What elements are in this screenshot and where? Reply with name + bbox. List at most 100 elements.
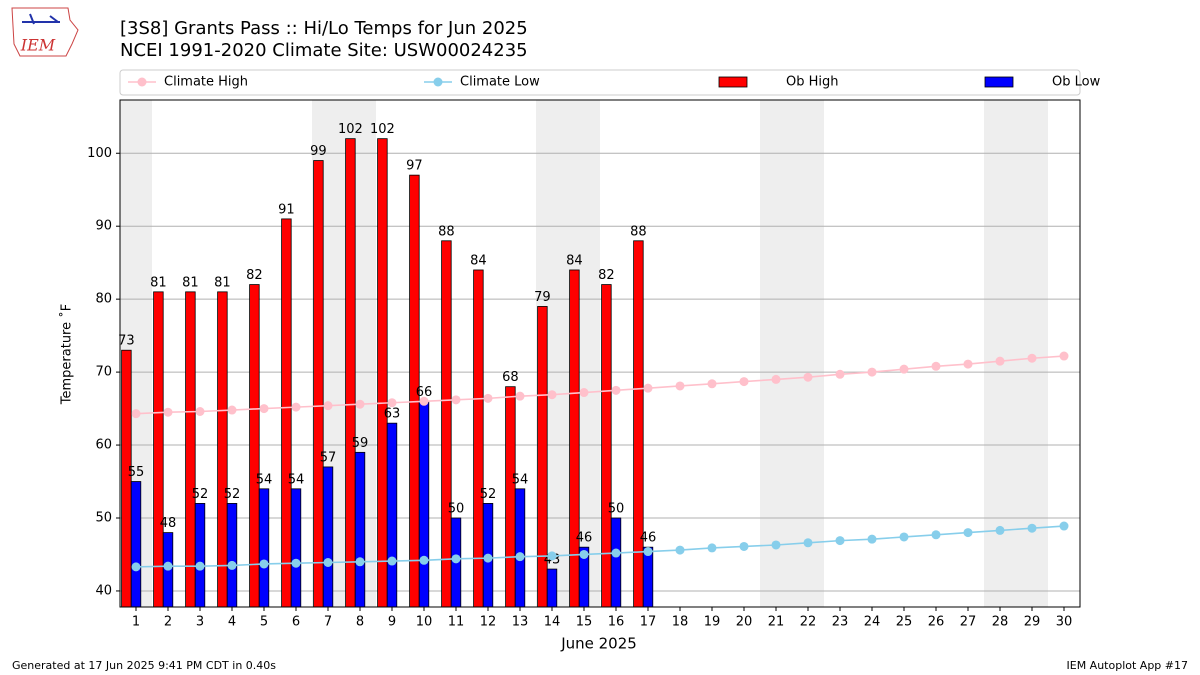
- marker: [995, 356, 1005, 366]
- marker: [131, 562, 141, 572]
- x-tick-label: 13: [512, 615, 529, 630]
- x-tick-label: 17: [640, 615, 657, 630]
- value-label: 50: [448, 502, 465, 517]
- bar: [642, 546, 654, 608]
- marker: [803, 538, 813, 548]
- marker: [899, 532, 909, 542]
- marker: [995, 525, 1005, 535]
- marker: [963, 528, 973, 538]
- legend-label: Ob Low: [1052, 75, 1101, 90]
- marker: [547, 390, 557, 400]
- x-tick-label: 22: [800, 615, 817, 630]
- x-tick-label: 5: [260, 615, 268, 630]
- marker: [739, 377, 749, 387]
- plot-frame: [119, 99, 1081, 608]
- line: [135, 525, 1065, 568]
- marker: [931, 361, 941, 371]
- legend-swatch: [137, 77, 147, 87]
- value-label: 52: [480, 487, 497, 502]
- marker: [579, 388, 589, 398]
- bar: [514, 488, 526, 608]
- x-tick-label: 8: [356, 615, 364, 630]
- x-tick-label: 19: [704, 615, 721, 630]
- marker: [163, 407, 173, 417]
- y-tick-label: 80: [95, 292, 112, 307]
- value-label: 81: [182, 275, 199, 290]
- bar: [354, 451, 366, 608]
- marker: [227, 405, 237, 415]
- bar: [130, 481, 142, 608]
- logo-text: IEM: [20, 36, 56, 55]
- marker: [451, 554, 461, 564]
- value-label: 52: [192, 487, 209, 502]
- legend-label: Climate Low: [460, 75, 540, 90]
- value-label: 54: [288, 472, 305, 487]
- y-tick-label: 100: [87, 146, 112, 161]
- value-label: 91: [278, 202, 295, 217]
- x-tick-label: 11: [448, 615, 465, 630]
- x-tick-label: 28: [992, 615, 1009, 630]
- x-tick-label: 21: [768, 615, 785, 630]
- value-label: 46: [576, 531, 593, 546]
- marker: [483, 393, 493, 403]
- marker: [259, 404, 269, 414]
- x-tick-label: 26: [928, 615, 945, 630]
- x-tick-label: 23: [832, 615, 849, 630]
- marker: [611, 385, 621, 395]
- marker: [643, 547, 653, 557]
- x-tick-label: 4: [228, 615, 236, 630]
- value-label: 50: [608, 502, 625, 517]
- value-label: 82: [598, 268, 615, 283]
- bar: [546, 568, 558, 608]
- marker: [291, 402, 301, 412]
- marker: [579, 549, 589, 559]
- value-label: 54: [512, 472, 529, 487]
- marker: [387, 398, 397, 408]
- value-label: 48: [160, 516, 177, 531]
- y-axis-label: Temperature ˚F: [59, 304, 75, 405]
- value-label: 84: [470, 253, 487, 268]
- marker: [355, 399, 365, 409]
- bar: [473, 269, 484, 608]
- marker: [1059, 351, 1069, 361]
- chart-subtitle: NCEI 1991-2020 Climate Site: USW00024235: [120, 40, 528, 61]
- marker: [227, 560, 237, 570]
- x-tick-label: 15: [576, 615, 593, 630]
- legend-swatch: [433, 77, 443, 87]
- x-tick-label: 1: [132, 615, 140, 630]
- x-tick-label: 20: [736, 615, 753, 630]
- bar: [217, 291, 228, 608]
- legend-label: Climate High: [164, 75, 248, 90]
- y-tick-label: 70: [95, 365, 112, 380]
- value-label: 79: [534, 290, 551, 305]
- bar: [569, 269, 580, 608]
- marker: [899, 364, 909, 374]
- marker: [611, 548, 621, 558]
- value-label: 97: [406, 159, 423, 174]
- y-tick-label: 50: [95, 511, 112, 526]
- bar: [185, 291, 196, 608]
- marker: [419, 396, 429, 406]
- marker: [1027, 523, 1037, 533]
- x-tick-label: 18: [672, 615, 689, 630]
- marker: [515, 391, 525, 401]
- value-label: 46: [640, 531, 657, 546]
- value-label: 88: [630, 224, 647, 239]
- value-label: 81: [214, 275, 231, 290]
- x-tick-label: 24: [864, 615, 881, 630]
- bar: [322, 466, 334, 608]
- bar: [418, 400, 430, 608]
- value-label: 55: [128, 465, 145, 480]
- marker: [835, 536, 845, 546]
- value-label: 88: [438, 224, 455, 239]
- marker: [867, 367, 877, 377]
- y-tick-label: 90: [95, 219, 112, 234]
- marker: [195, 561, 205, 571]
- marker: [931, 530, 941, 540]
- bar: [249, 284, 260, 608]
- bar: [258, 488, 270, 608]
- value-label: 81: [150, 275, 167, 290]
- marker: [675, 381, 685, 391]
- marker: [771, 374, 781, 384]
- value-label: 54: [256, 472, 273, 487]
